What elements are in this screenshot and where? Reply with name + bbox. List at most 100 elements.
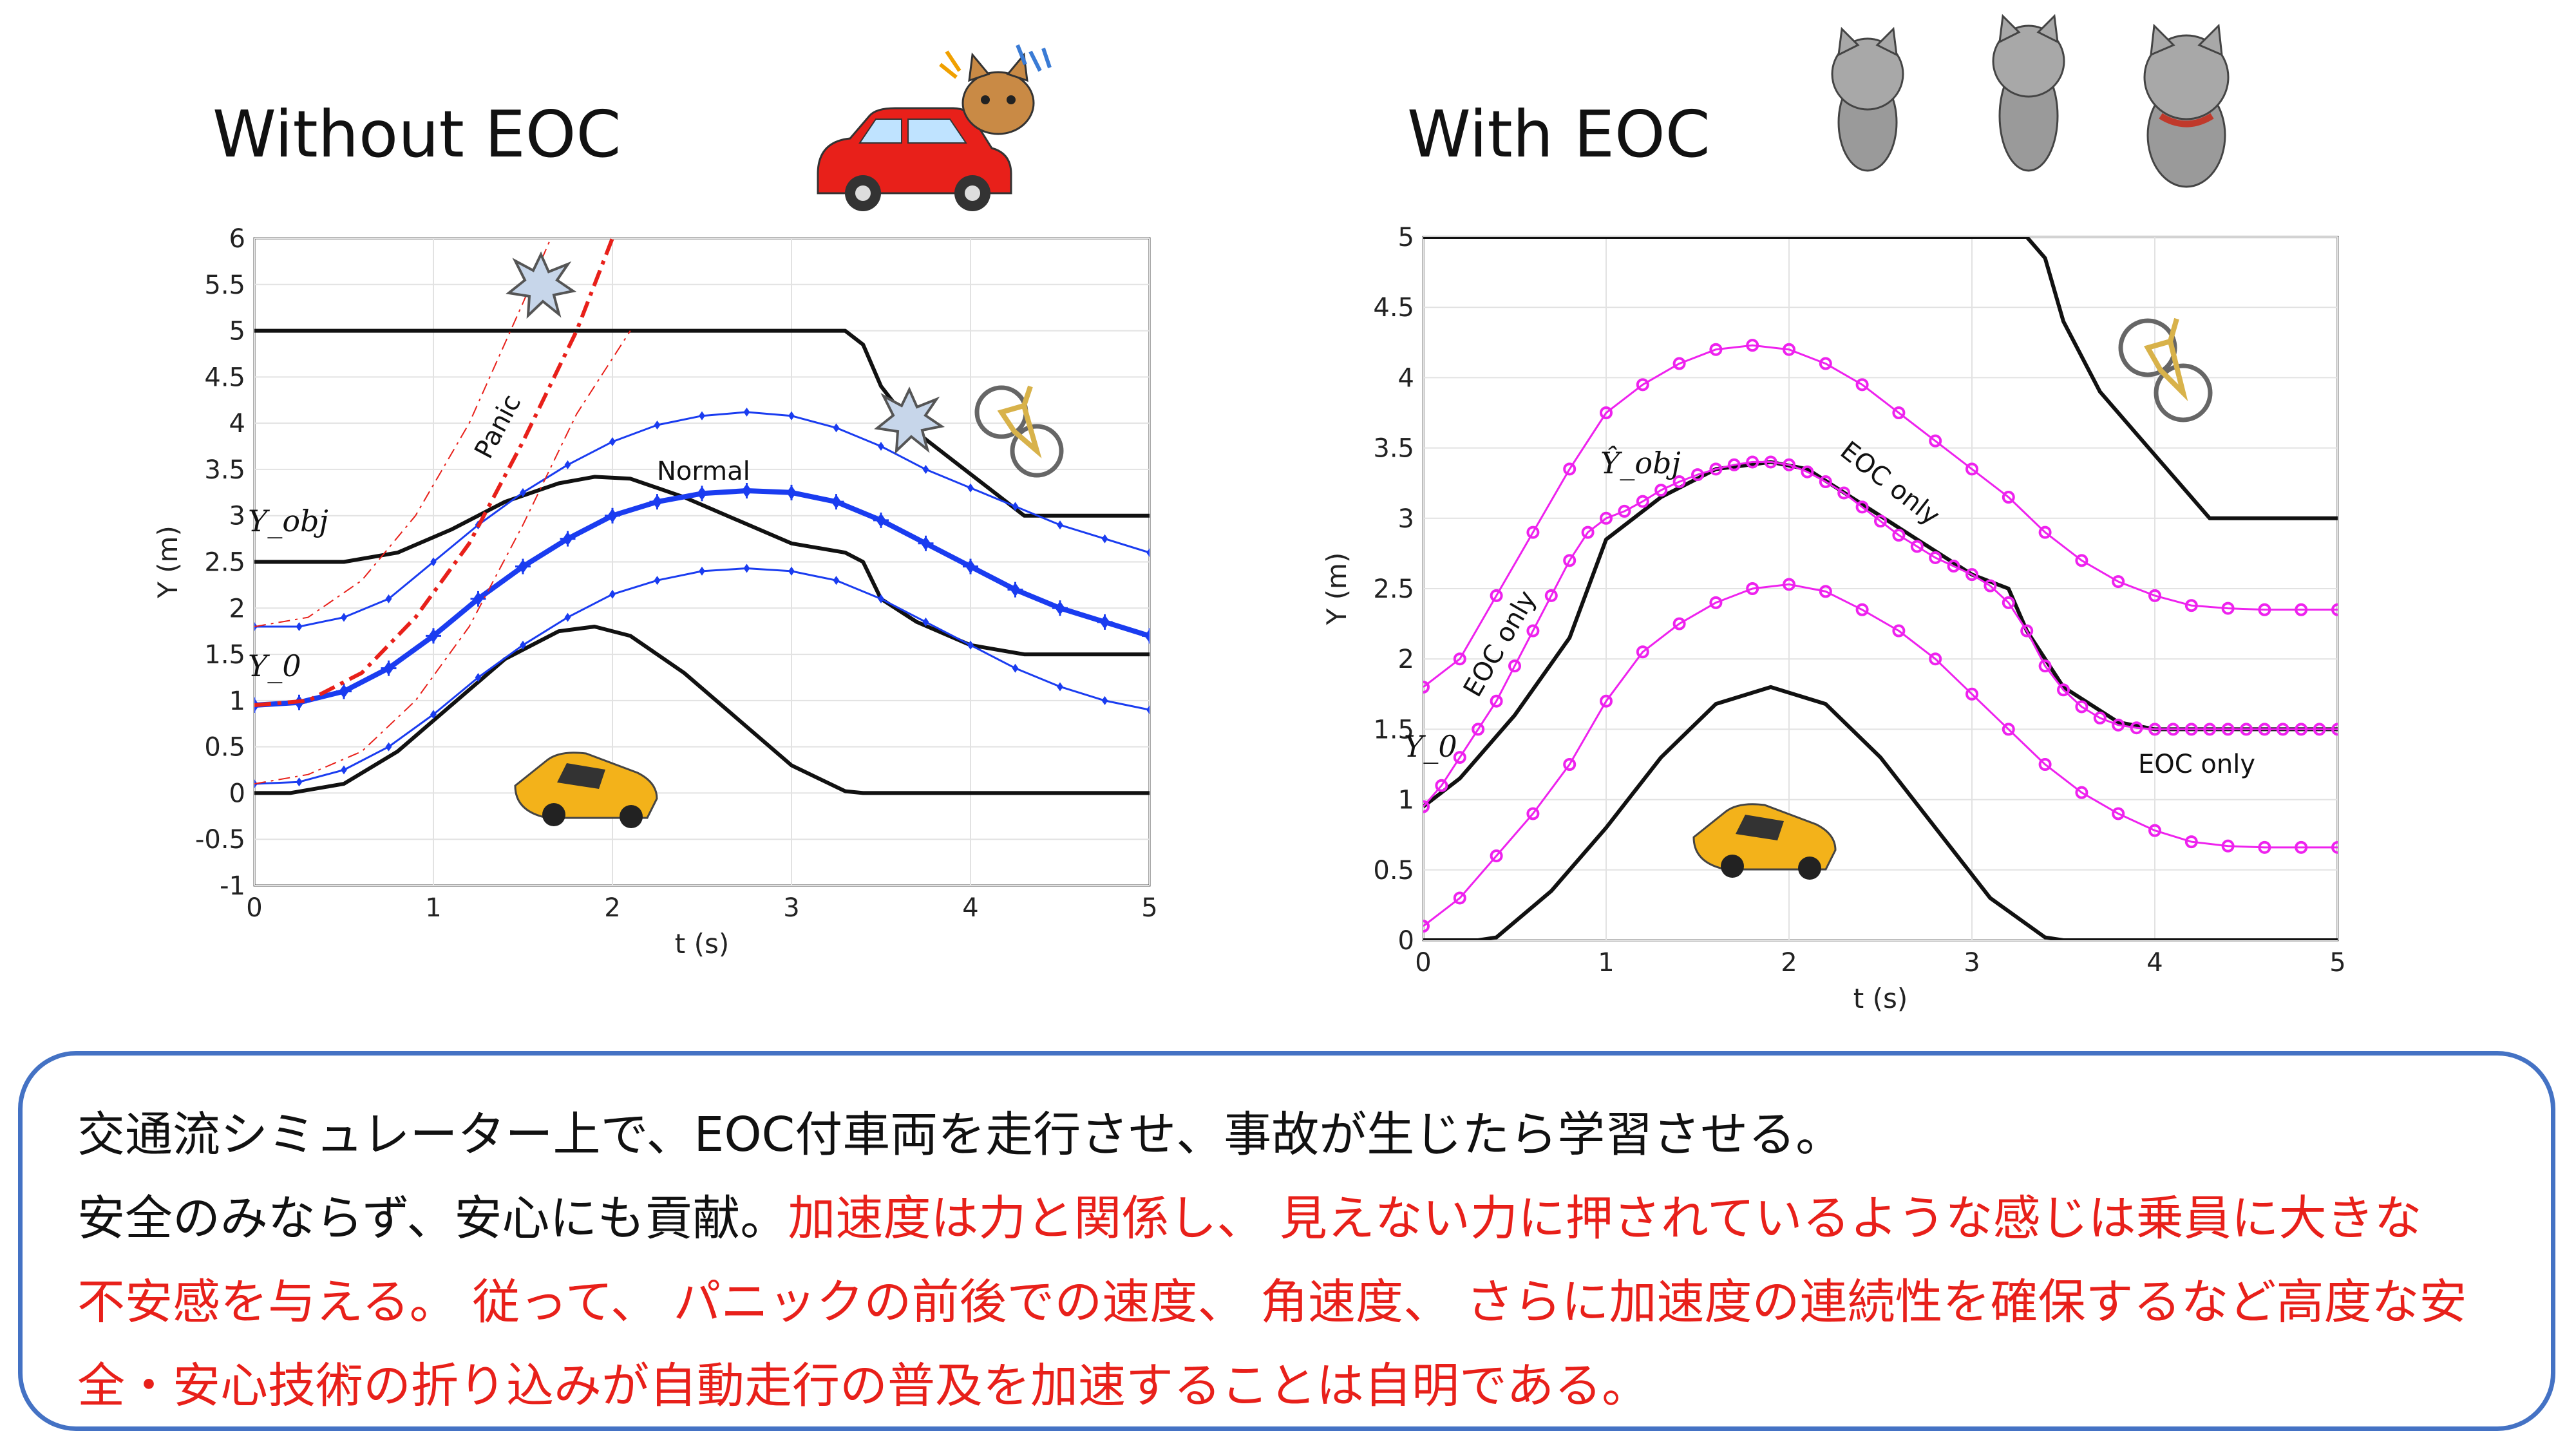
series-line-red <box>254 330 631 785</box>
series-point <box>654 576 661 585</box>
series-point <box>1423 920 1430 933</box>
series-point <box>1490 694 1503 708</box>
series-group <box>1423 237 2338 940</box>
series-point <box>2002 596 2015 609</box>
series-point <box>2166 723 2180 736</box>
series-point <box>2184 599 2198 612</box>
series-point <box>520 640 526 650</box>
series-point <box>1526 807 1540 820</box>
y-tick-label: 4 <box>1398 363 1414 393</box>
series-point <box>2184 835 2198 849</box>
series-point <box>1097 614 1113 630</box>
series-point <box>2221 839 2235 853</box>
x-axis-label: t (s) <box>675 928 729 960</box>
series-point <box>654 421 661 430</box>
series-point <box>2295 840 2308 854</box>
series-point <box>743 407 750 417</box>
series-point <box>1691 468 1704 482</box>
series-point <box>2093 711 2107 724</box>
title-with-eoc: With EOC <box>1407 97 1710 172</box>
series-point <box>1892 624 1906 638</box>
y-tick-label: 2 <box>229 594 245 623</box>
y-tick-label: -0.5 <box>195 825 245 855</box>
series-point <box>833 576 840 585</box>
x-tick-label: 5 <box>1141 893 1157 923</box>
summary-line-3: 不安感を与える。 従って、 パニックの前後での速度、 角速度、 さらに加速度の連… <box>77 1274 2467 1330</box>
y-tick-label: 2 <box>1398 645 1414 674</box>
series-point <box>699 411 705 421</box>
axes: 0 1 2 3 4 5 -1 -0.5 0 0.5 1 1.5 2 2.5 3 3.5 4 4.5 5 5.5 6 t (… <box>152 224 1158 960</box>
series-point <box>1819 357 1832 370</box>
series-point <box>694 486 710 502</box>
series-point <box>564 612 571 622</box>
y-tick-label: 0.5 <box>1373 856 1414 886</box>
series-point <box>2221 601 2235 615</box>
series-point <box>2148 589 2161 602</box>
series-line-black <box>254 625 1150 795</box>
series-point <box>296 622 303 631</box>
y-tick-label: 1 <box>229 687 245 716</box>
series-point <box>873 512 889 528</box>
series-point <box>1672 357 1686 370</box>
series-point <box>878 594 884 603</box>
series-point <box>1012 663 1019 673</box>
series-point <box>1819 585 1832 598</box>
series-point <box>341 612 347 622</box>
series-point <box>2148 824 2161 837</box>
series-point <box>1929 652 1942 666</box>
x-tick-label: 5 <box>2329 948 2345 978</box>
series-point <box>1672 617 1686 630</box>
label-normal: Normal <box>657 457 750 486</box>
series-point <box>1855 500 1869 514</box>
y-tick-label: 0 <box>229 779 245 808</box>
series-point <box>385 742 392 752</box>
y-tick-label: 4.5 <box>204 363 245 392</box>
series-point <box>1783 458 1795 471</box>
series-line-black <box>1423 237 2338 520</box>
series-point <box>430 557 437 567</box>
series-point <box>2148 723 2161 736</box>
series-point <box>699 566 705 576</box>
x-tick-label: 3 <box>1964 948 1980 978</box>
series-point <box>1057 520 1063 530</box>
series-point <box>1600 694 1613 708</box>
series-point <box>296 777 303 787</box>
series-point <box>1563 462 1577 476</box>
x-tick-label: 0 <box>246 893 262 923</box>
series-point <box>605 507 620 524</box>
series-line-black <box>1423 685 2338 940</box>
series-point <box>1101 696 1108 705</box>
series-point <box>1581 526 1595 539</box>
title-without-eoc: Without EOC <box>213 97 621 172</box>
summary-line-2-red: 加速度は力と関係し、 見えない力に押されているような感じは乗員に大きな <box>788 1191 2422 1246</box>
series-point <box>1057 682 1063 692</box>
series-point <box>1563 554 1577 567</box>
series-point <box>2057 683 2070 697</box>
series-point <box>1146 548 1150 558</box>
series-point <box>2075 700 2088 714</box>
series-point <box>1819 475 1832 489</box>
series-point <box>1783 578 1795 591</box>
series-point <box>788 411 795 421</box>
series-point <box>1727 458 1741 471</box>
series-point <box>1101 534 1108 544</box>
x-tick-label: 3 <box>783 893 799 923</box>
series-point <box>1636 378 1649 392</box>
series-point <box>1490 589 1503 602</box>
series-point <box>1874 515 1887 528</box>
x-tick-label: 4 <box>2146 948 2163 978</box>
series-point <box>2331 723 2338 736</box>
y-tick-label: 5.5 <box>204 270 245 300</box>
x-tick-label: 1 <box>425 893 441 923</box>
series-line-black <box>254 328 1150 518</box>
series-point <box>2258 840 2271 854</box>
y-tick-label: 3.5 <box>204 455 245 485</box>
series-point <box>560 531 576 547</box>
series-point <box>609 437 616 446</box>
series-point <box>2331 840 2338 854</box>
series-point <box>1764 455 1777 469</box>
x-tick-label: 1 <box>1598 948 1614 978</box>
bicycle-icon <box>974 385 1064 478</box>
series-point <box>1007 582 1023 598</box>
series-point <box>2020 624 2034 638</box>
